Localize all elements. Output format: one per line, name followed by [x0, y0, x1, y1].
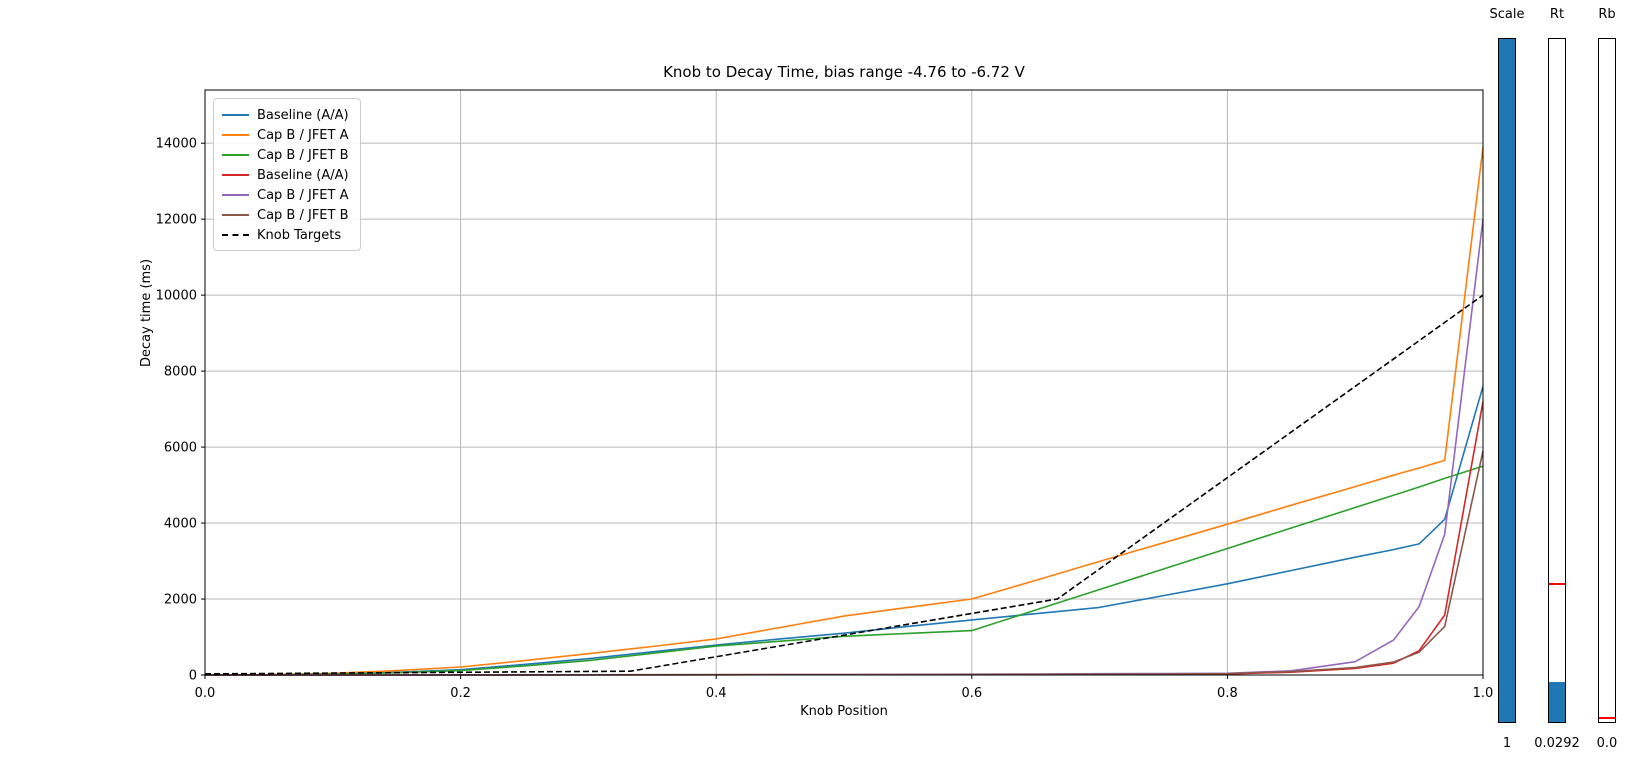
legend: Baseline (A/A) Cap B / JFET A Cap B / JFET… [213, 98, 361, 251]
slider-rb-value: 0.0 [1596, 736, 1618, 751]
y-tick-label: 4000 [164, 517, 197, 532]
y-tick-label: 12000 [156, 213, 197, 228]
legend-label: Cap B / JFET A [257, 187, 349, 203]
y-tick-label: 6000 [164, 441, 197, 456]
legend-line-sample [222, 114, 249, 116]
y-tick-label: 2000 [164, 593, 197, 608]
series-line-cap-b-jfet-a [204, 146, 1484, 676]
legend-line-sample [222, 194, 249, 196]
slider-scale-track[interactable] [1498, 38, 1516, 723]
x-tick-label: 0.8 [1217, 686, 1238, 701]
legend-label: Baseline (A/A) [257, 107, 349, 123]
x-tick-label: 0.6 [961, 686, 982, 701]
legend-item: Baseline (A/A) [222, 165, 352, 185]
chart-title: Knob to Decay Time, bias range -4.76 to … [663, 63, 1025, 81]
x-tick-label: 0.0 [195, 686, 216, 701]
x-tick-label: 1.0 [1473, 686, 1494, 701]
legend-item: Cap B / JFET B [222, 145, 352, 165]
legend-label: Baseline (A/A) [257, 167, 349, 183]
legend-line-sample [222, 214, 249, 216]
slider-scale-fill [1499, 39, 1515, 722]
x-tick-label: 0.4 [706, 686, 727, 701]
x-tick-label: 0.2 [450, 686, 471, 701]
axes-frame [204, 89, 1484, 676]
slider-rb-init-marker [1599, 717, 1615, 720]
series-line-baseline-a-a- [204, 386, 1484, 676]
legend-item: Cap B / JFET B [222, 205, 352, 225]
slider-rb-label: Rb [1598, 7, 1616, 22]
slider-rt-label: Rt [1549, 7, 1565, 22]
legend-label: Knob Targets [257, 227, 342, 243]
legend-line-sample [222, 174, 249, 176]
slider-scale-label: Scale [1489, 7, 1525, 22]
slider-rt-init-marker [1549, 583, 1565, 586]
x-axis-label: Knob Position [800, 704, 888, 719]
legend-line-sample [222, 154, 249, 156]
slider-scale-value: 1 [1502, 736, 1512, 751]
legend-item: Cap B / JFET A [222, 125, 352, 145]
legend-item: Knob Targets [222, 225, 352, 245]
legend-line-sample [222, 134, 249, 136]
y-tick-label: 14000 [156, 137, 197, 152]
legend-label: Cap B / JFET B [257, 207, 349, 223]
slider-rb-track[interactable] [1598, 38, 1616, 723]
slider-rt-track[interactable] [1548, 38, 1566, 723]
legend-line-sample [222, 234, 249, 236]
slider-rt-value: 0.0292 [1534, 736, 1580, 751]
y-tick-label: 0 [189, 669, 197, 684]
legend-label: Cap B / JFET A [257, 127, 349, 143]
slider-rt-fill [1549, 682, 1565, 722]
series-line-cap-b-jfet-b [205, 450, 1484, 676]
series-line-knob-targets [204, 294, 1484, 675]
y-tick-label: 8000 [164, 365, 197, 380]
y-tick-label: 10000 [156, 289, 197, 304]
series-line-cap-b-jfet-b [204, 465, 1484, 676]
legend-item: Baseline (A/A) [222, 105, 352, 125]
legend-item: Cap B / JFET A [222, 185, 352, 205]
legend-label: Cap B / JFET B [257, 147, 349, 163]
